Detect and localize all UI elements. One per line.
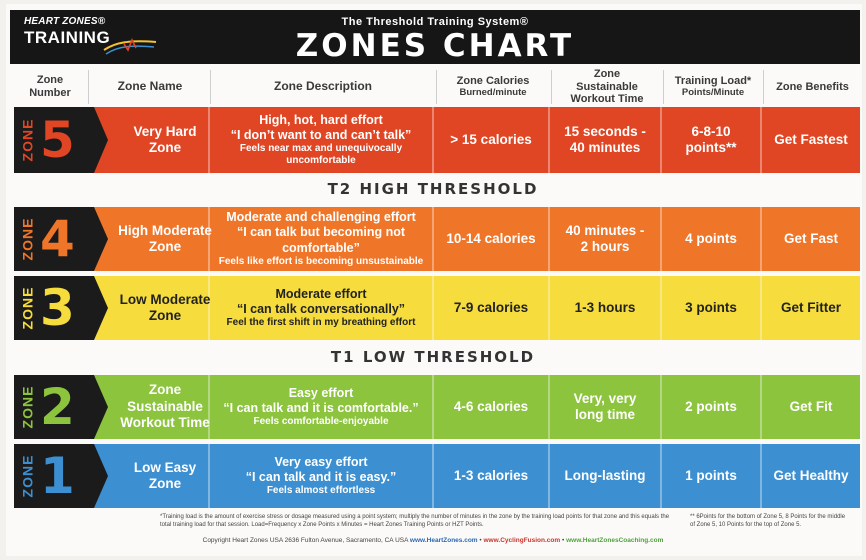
zone-load-cell: 6-8-10 points** — [685, 123, 737, 155]
chevron-right-icon — [94, 207, 108, 271]
desc-main: Very easy effort — [274, 454, 368, 469]
desc-note: Feels like effort is becoming unsustaina… — [218, 255, 424, 267]
zone-benefit-cell: Get Fastest — [774, 131, 848, 147]
zone-name-cell: Low Easy Zone — [133, 459, 197, 491]
col-zone-name: Zone Name — [117, 79, 183, 94]
zone-word: ZONE — [19, 286, 36, 330]
zone-load-cell: 1 points — [685, 467, 737, 483]
desc-quote: “I can talk and it is comfortable.” — [223, 400, 419, 415]
zone-benefit-cell: Get Healthy — [773, 467, 849, 483]
desc-quote: “I can talk and it is easy.” — [245, 469, 397, 484]
zone-row-1: ZONE 1 Low Easy Zone Very easy effort “I c… — [14, 444, 860, 508]
zone-name-cell: Very Hard Zone — [133, 123, 197, 155]
desc-note: Feels comfortable-enjoyable — [253, 416, 389, 428]
chevron-right-icon — [94, 107, 108, 173]
link-cyclingfusion[interactable]: www.CyclingFusion.com — [483, 537, 561, 544]
zone-badge: ZONE 3 — [14, 276, 94, 340]
copyright-text: Copyright Heart Zones USA 2636 Fulton Av… — [202, 537, 409, 544]
desc-quote: “I don’t want to and can’t talk” — [230, 127, 412, 142]
zone-time-cell: 15 seconds - 40 minutes — [564, 123, 646, 155]
desc-main: Moderate effort — [275, 286, 367, 301]
link-heartzones[interactable]: www.HeartZones.com — [409, 537, 478, 544]
zone-benefit-cell: Get Fit — [789, 398, 833, 414]
desc-note: Feels almost effortless — [266, 485, 376, 497]
zone-number: 1 — [40, 447, 75, 505]
subtitle: The Threshold Training System® — [341, 16, 529, 28]
zone-number: 5 — [40, 111, 75, 169]
zone-word: ZONE — [19, 217, 36, 261]
zone-word: ZONE — [19, 454, 36, 498]
zone-word: ZONE — [19, 385, 36, 429]
zone-load-cell: 3 points — [685, 299, 737, 315]
zone-badge: ZONE 4 — [14, 207, 94, 271]
zone-word: ZONE — [19, 118, 36, 162]
col-zone-description: Zone Description — [273, 79, 372, 94]
copyright-line: Copyright Heart Zones USA 2636 Fulton Av… — [202, 537, 664, 544]
desc-quote: “I can talk conversationally” — [236, 301, 406, 316]
zone-name-cell: High Moderate Zone — [118, 222, 212, 254]
col-zone-number: Zone Number — [29, 74, 71, 99]
zone-row-3: ZONE 3 Low Moderate Zone Moderate effort “… — [14, 276, 860, 340]
zone-name-cell: Low Moderate Zone — [119, 291, 211, 323]
zone-row-5: ZONE 5 Very Hard Zone High, hot, hard effo… — [14, 107, 860, 173]
desc-main: Moderate and challenging effort — [226, 210, 416, 225]
t2-threshold-label: T2 HIGH THRESHOLD — [327, 180, 539, 198]
zone-time-cell: 40 minutes - 2 hours — [565, 222, 645, 254]
brand-line2: TRAINING — [24, 28, 111, 47]
swoosh-icon — [103, 38, 157, 55]
zone-number: 2 — [40, 378, 75, 436]
zone-number: 3 — [40, 279, 75, 337]
zone-time-cell: Very, very long time — [573, 390, 637, 422]
zone-description-cell: Moderate and challenging effort “I can t… — [210, 207, 432, 271]
footnote-zone5-points: ** 6Points for the bottom of Zone 5, 8 P… — [690, 514, 846, 528]
zone-row-2: ZONE 2 Zone Sustainable Workout Time Easy … — [14, 375, 860, 439]
zone-load-cell: 4 points — [685, 230, 737, 246]
page-title: ZONES CHART — [295, 28, 575, 64]
zone-row-4: ZONE 4 High Moderate Zone Moderate and cha… — [14, 207, 860, 271]
brand-line1: HEART ZONES® — [24, 16, 106, 27]
zone-time-cell: 1-3 hours — [574, 299, 636, 315]
footnote-training-load: *Training load is the amount of exercise… — [160, 514, 670, 528]
zone-badge: ZONE 5 — [14, 107, 94, 173]
desc-main: Easy effort — [288, 385, 354, 400]
header-bar: HEART ZONES® TRAINING The Threshold Trai… — [10, 10, 860, 64]
zone-description-cell: Easy effort “I can talk and it is comfor… — [210, 375, 432, 439]
zone-benefit-cell: Get Fitter — [780, 299, 841, 315]
zone-calories-cell: 4-6 calories — [453, 398, 529, 414]
zone-benefit-cell: Get Fast — [783, 230, 838, 246]
zone-load-cell: 2 points — [685, 398, 737, 414]
zone-description-cell: Very easy effort “I can talk and it is e… — [210, 444, 432, 508]
chevron-right-icon — [94, 444, 108, 508]
t1-threshold-label: T1 LOW THRESHOLD — [330, 348, 536, 366]
zone-calories-cell: 7-9 calories — [453, 299, 529, 315]
chevron-right-icon — [94, 276, 108, 340]
brand-logo: HEART ZONES® TRAINING — [24, 16, 110, 48]
col-training-load: Training Load* Points/Minute — [674, 75, 752, 98]
desc-quote: “I can talk but becoming not comfortable… — [236, 225, 406, 255]
link-heartzonescoaching[interactable]: www.HeartZonesCoaching.com — [566, 537, 664, 544]
col-zone-benefits: Zone Benefits — [776, 80, 849, 93]
zone-badge: ZONE 2 — [14, 375, 94, 439]
desc-main: High, hot, hard effort — [259, 112, 383, 127]
zone-badge: ZONE 1 — [14, 444, 94, 508]
desc-note: Feels near max and unequivocally uncomfo… — [239, 143, 403, 167]
desc-note: Feel the first shift in my breathing eff… — [226, 317, 416, 329]
zone-description-cell: Moderate effort “I can talk conversation… — [210, 276, 432, 340]
zone-calories-cell: > 15 calories — [450, 131, 532, 147]
zone-calories-cell: 1-3 calories — [453, 467, 529, 483]
chevron-right-icon — [94, 375, 108, 439]
col-zone-calories: Zone Calories Burned/minute — [456, 75, 530, 98]
zone-calories-cell: 10-14 calories — [446, 230, 536, 246]
zone-description-cell: High, hot, hard effort “I don’t want to … — [210, 107, 432, 173]
zone-number: 4 — [40, 210, 75, 268]
zone-name-cell: Zone Sustainable Workout Time — [120, 382, 210, 431]
col-sustainable-time: Zone Sustainable Workout Time — [570, 68, 644, 106]
zone-time-cell: Long-lasting — [564, 467, 646, 483]
